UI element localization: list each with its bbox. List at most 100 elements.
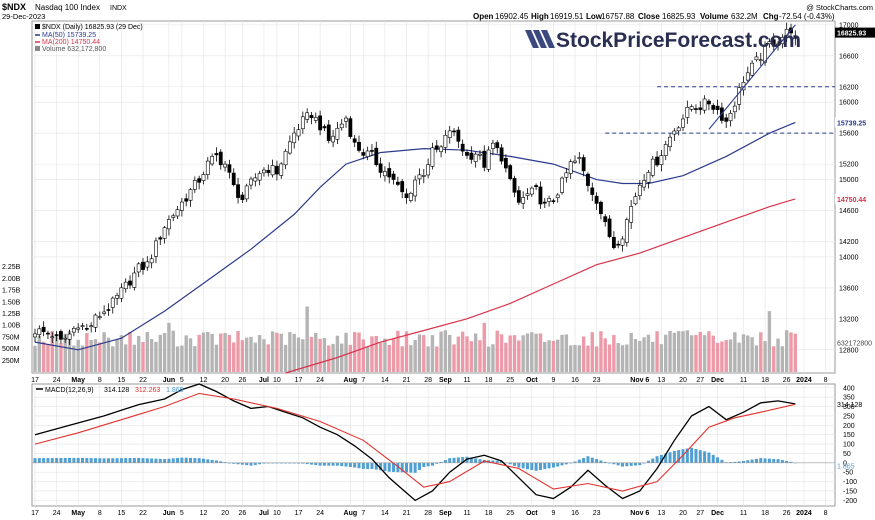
macd-hist-bar xyxy=(547,462,551,469)
candle-body xyxy=(456,129,461,142)
volume-bar xyxy=(214,344,219,372)
macd-hist-bar xyxy=(158,458,162,463)
candle-body xyxy=(257,173,262,181)
candle-body xyxy=(80,325,85,327)
volume-bar xyxy=(292,333,296,372)
ma50-line xyxy=(34,121,796,351)
x-tick-label: 5 xyxy=(180,377,184,384)
volume-bar xyxy=(193,346,197,372)
x-tick-label-macd: 11 xyxy=(463,510,470,517)
volume-bar xyxy=(119,335,124,372)
candle-body xyxy=(685,107,690,118)
candle-body xyxy=(581,157,586,172)
candle-body xyxy=(253,177,258,182)
candle-body xyxy=(136,263,141,273)
macd-hist-bar xyxy=(258,462,262,465)
volume-bar xyxy=(41,341,46,372)
macd-hist-bar xyxy=(625,462,629,467)
candle-body xyxy=(287,141,292,154)
volume-bar xyxy=(348,344,353,372)
x-tick-label: 7 xyxy=(361,377,365,384)
volume-bar xyxy=(387,345,391,372)
candle-body xyxy=(478,153,482,156)
price-tick-label: 15200 xyxy=(839,162,859,169)
candle-body xyxy=(577,157,582,159)
ohlc-high-label: High xyxy=(531,12,549,21)
candle-body xyxy=(352,138,357,143)
x-tick-label-macd: 26 xyxy=(238,510,246,517)
volume-bar xyxy=(240,340,245,372)
macd-hist-bar xyxy=(81,457,85,463)
volume-tick-label: 1.75B xyxy=(2,288,21,295)
volume-bar xyxy=(63,333,67,372)
volume-bar xyxy=(309,336,314,372)
volume-bar xyxy=(219,333,223,372)
x-tick-label: 23 xyxy=(593,377,601,384)
volume-bar xyxy=(115,339,119,372)
macd-hist-bar xyxy=(659,454,663,463)
volume-bar xyxy=(365,346,370,372)
candle-body xyxy=(586,173,590,186)
candle-body xyxy=(184,198,189,202)
ohlc-low: 16757.88 xyxy=(601,12,635,21)
macd-hist-bar xyxy=(677,450,681,463)
volume-bar xyxy=(599,331,603,372)
volume-bar xyxy=(763,341,767,372)
volume-bar xyxy=(581,336,586,372)
candle-body xyxy=(205,160,210,175)
macd-hist-bar xyxy=(279,462,283,464)
price-tick-label: 13200 xyxy=(839,316,859,323)
macd-tick-label: 200 xyxy=(843,423,855,430)
macd-hist-bar xyxy=(46,458,50,463)
volume-bar xyxy=(556,339,560,372)
candle-body xyxy=(270,165,275,176)
x-tick-label-macd: Nov 6 xyxy=(630,510,649,517)
macd-hist-bar xyxy=(167,458,171,463)
candle-body xyxy=(249,178,253,186)
candle-body xyxy=(434,145,439,150)
x-tick-label-macd: 17 xyxy=(31,510,39,517)
volume-bar xyxy=(33,345,37,372)
ohlc-chg: -72.54 (-0.43%) xyxy=(779,12,835,21)
candle-body xyxy=(227,164,232,173)
macd-hist-bar xyxy=(564,462,568,465)
macd-hist-bar xyxy=(396,462,400,473)
x-tick-label: 18 xyxy=(761,377,769,384)
x-tick-label: Oct xyxy=(526,377,538,384)
ma50-tag: 15739.25 xyxy=(837,120,866,127)
macd-hist-bar xyxy=(68,457,72,463)
candle-body xyxy=(292,132,297,144)
candle-body xyxy=(611,237,616,248)
macd-hist-bar xyxy=(500,460,504,463)
candle-body xyxy=(689,106,694,110)
price-tick-label: 16000 xyxy=(839,100,859,107)
volume-bar xyxy=(789,332,793,372)
candle-body xyxy=(555,194,560,198)
macd-hist-bar xyxy=(171,458,175,463)
volume-bar xyxy=(625,344,629,372)
volume-tick-label: 750M xyxy=(2,334,20,341)
macd-value-tag: 314.128 xyxy=(837,402,862,409)
macd-hist-bar xyxy=(538,462,542,470)
x-tick-label: 10 xyxy=(273,377,281,384)
macd-hist-bar xyxy=(184,457,188,463)
macd-hist-bar xyxy=(309,462,313,465)
macd-hist-bar xyxy=(551,462,555,468)
macd-hist-bar xyxy=(201,458,205,463)
ma50-tag-bg xyxy=(835,117,875,128)
x-tick-label-macd: 16 xyxy=(571,510,579,517)
candle-body xyxy=(348,118,353,137)
macd-hist-bar xyxy=(297,462,301,464)
volume-bar xyxy=(80,345,85,372)
macd-hist-bar xyxy=(633,462,637,466)
ohlc-volume: 632.2M xyxy=(731,12,758,21)
volume-bar xyxy=(171,330,175,372)
macd-hist-bar xyxy=(344,462,348,467)
x-tick-label-macd: 11 xyxy=(740,510,747,517)
macd-tick-label: -150 xyxy=(843,488,857,495)
volume-bar xyxy=(655,331,659,372)
candle-body xyxy=(391,173,396,180)
candle-body xyxy=(262,169,266,174)
macd-hist-bar xyxy=(145,458,149,463)
macd-histogram xyxy=(32,447,835,473)
